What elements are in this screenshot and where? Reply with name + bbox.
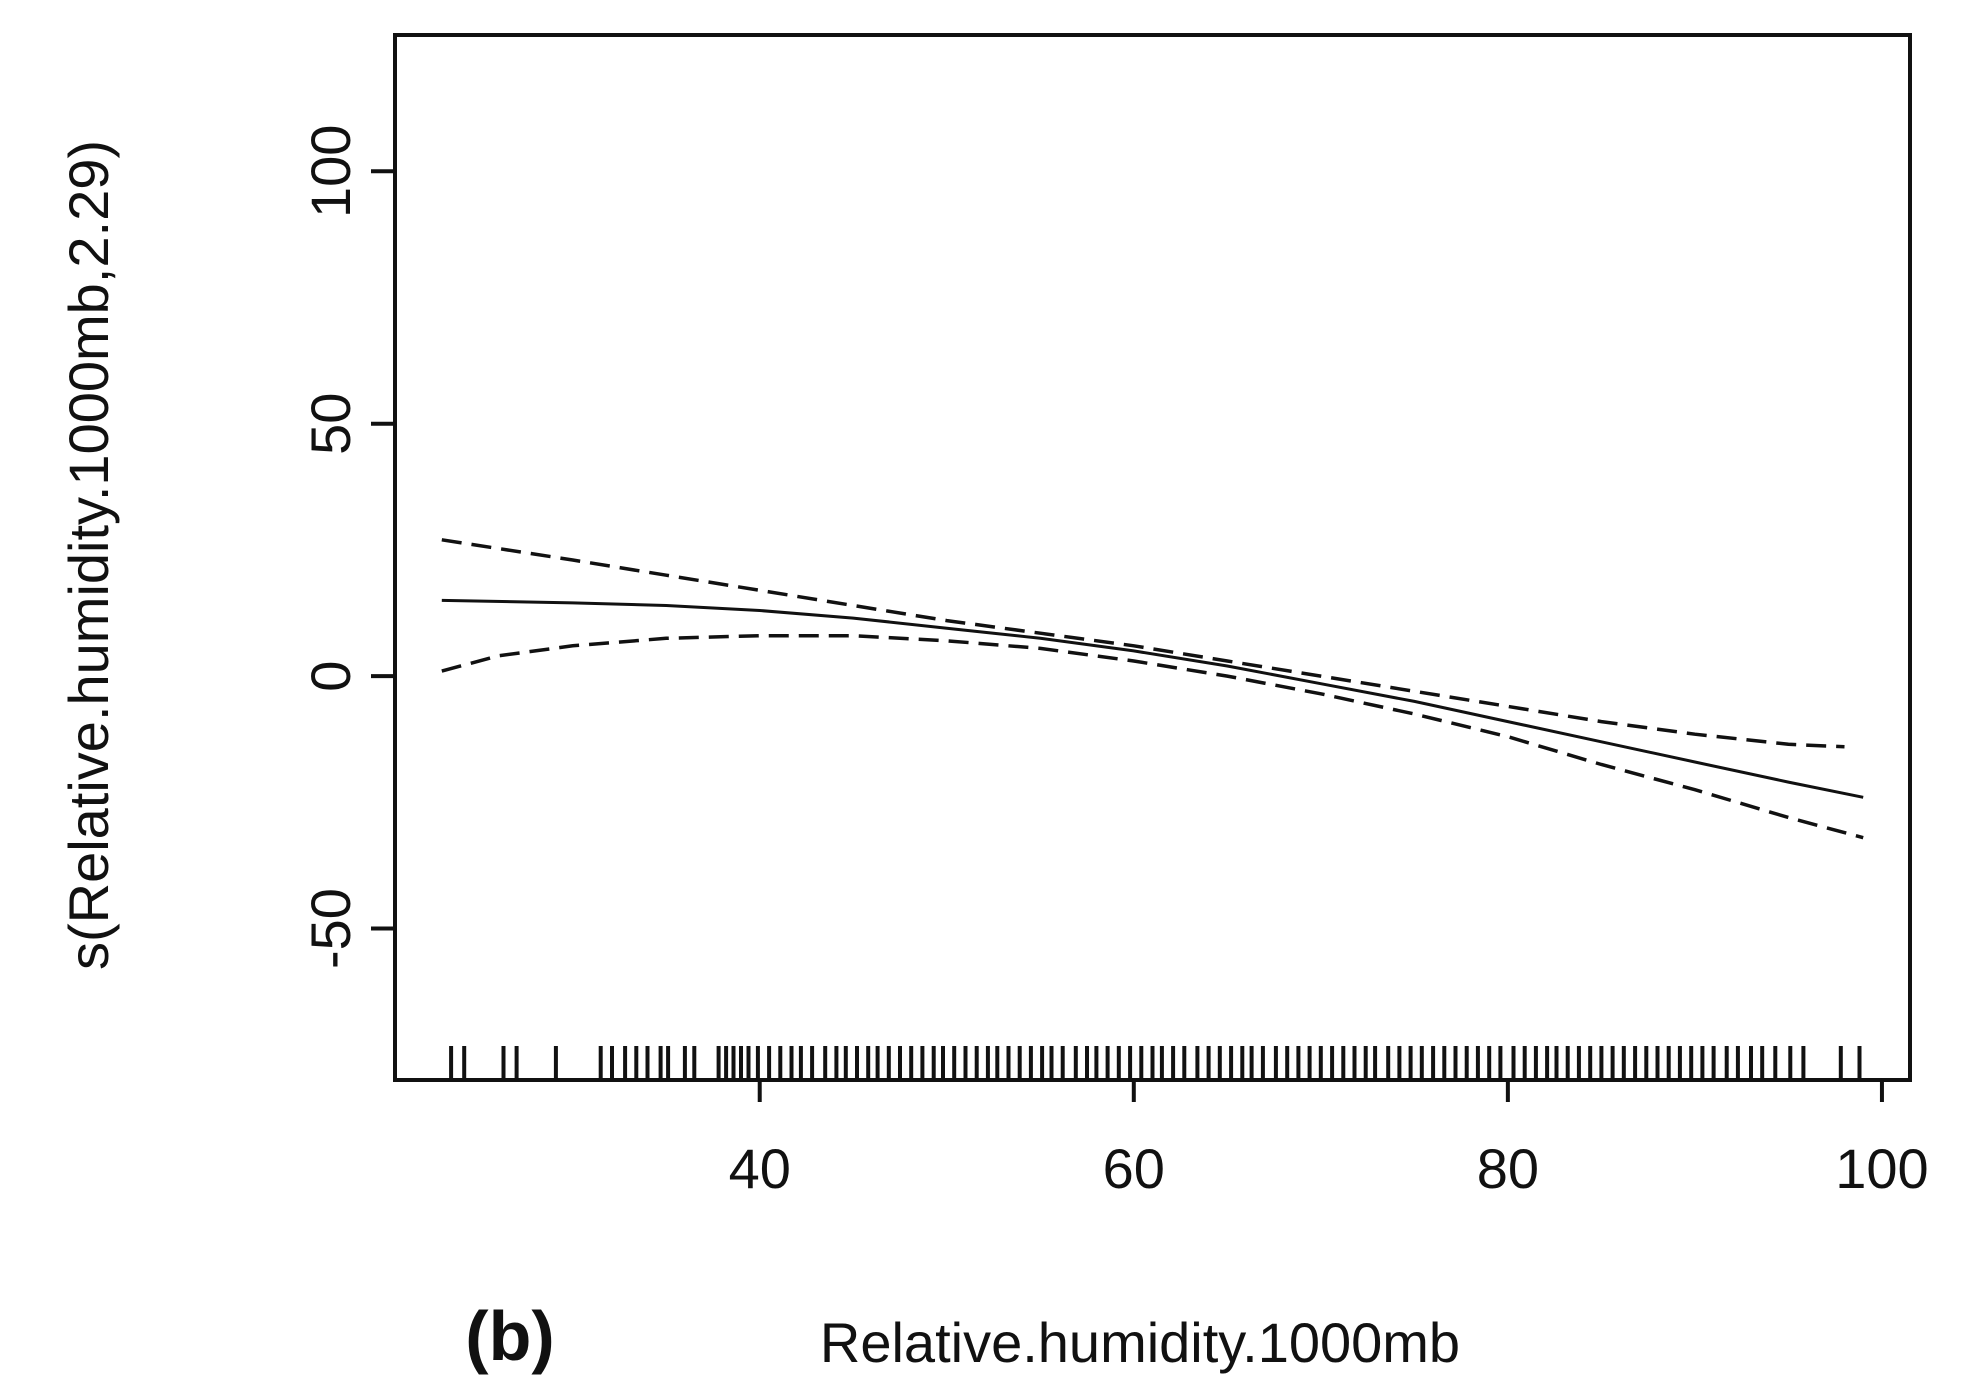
plot-frame <box>393 33 1912 1082</box>
series-line-lower-bound <box>441 633 1864 840</box>
y-tick-label: -50 <box>299 888 362 969</box>
y-tick-label: 50 <box>299 393 362 455</box>
y-tick-label: 100 <box>299 125 362 218</box>
x-tick-label: 40 <box>729 1137 791 1200</box>
y-axis: -50 0 50 100 <box>299 125 397 969</box>
x-tick-label: 100 <box>1835 1137 1928 1200</box>
series-line-smooth <box>441 598 1864 799</box>
rug-marks <box>449 1046 1862 1080</box>
series-group <box>441 538 1864 840</box>
x-tick-label: 60 <box>1103 1137 1165 1200</box>
y-tick-label: 0 <box>299 661 362 692</box>
y-axis-title: s(Relative.humidity.1000mb,2.29) <box>57 140 120 970</box>
x-axis-title: Relative.humidity.1000mb <box>820 1311 1460 1374</box>
x-tick-label: 80 <box>1477 1137 1539 1200</box>
series-line-upper-bound <box>441 538 1845 749</box>
panel-label: (b) <box>465 1297 554 1375</box>
x-axis: 40 60 80 100 <box>729 1078 1929 1200</box>
